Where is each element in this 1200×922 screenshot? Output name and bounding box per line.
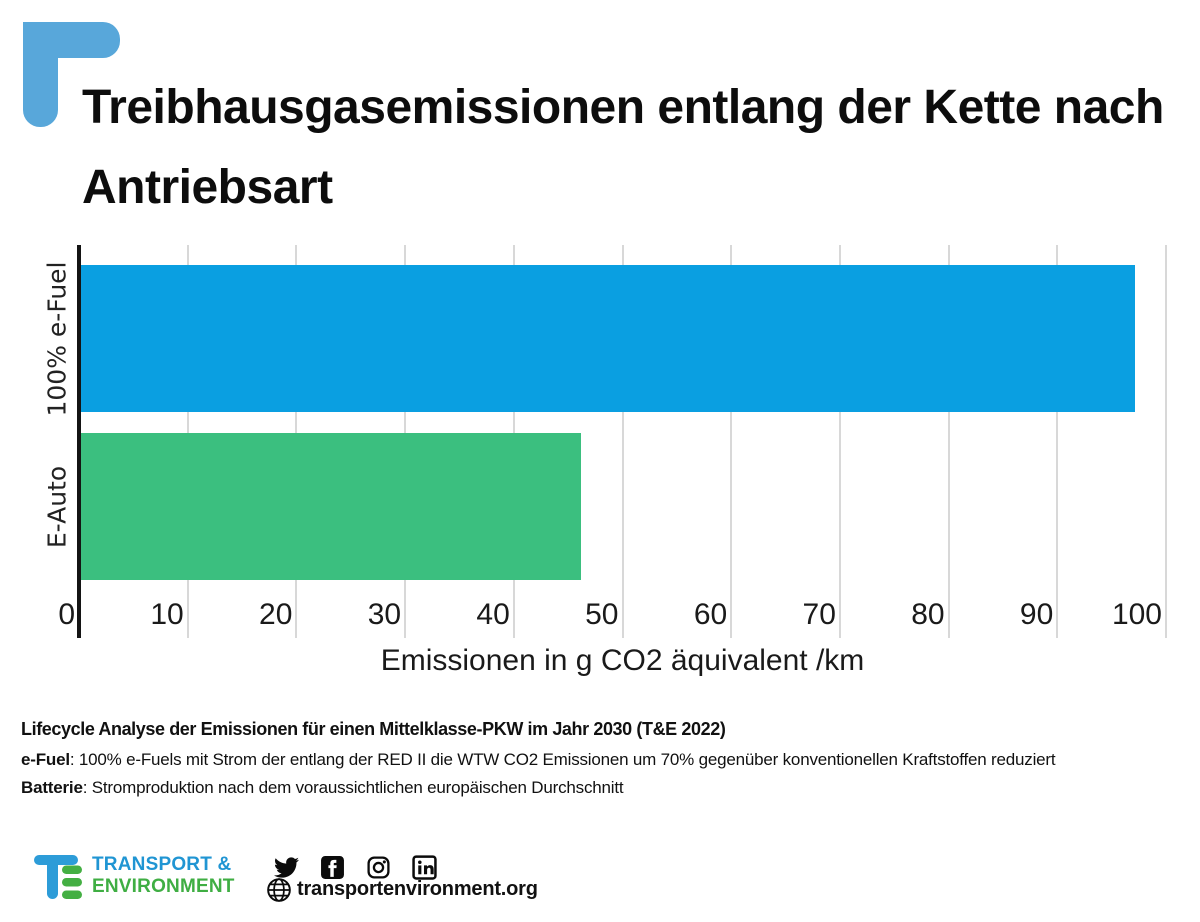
instagram-icon (367, 856, 390, 879)
footnote-batterie-text: : Stromproduktion nach dem voraussichtli… (82, 778, 624, 797)
gridline-x-40 (512, 245, 515, 638)
gridline-x-10 (186, 245, 189, 638)
gridline-x-20 (295, 245, 298, 638)
x-tick-label-30: 30 (367, 598, 402, 631)
twitter-icon (274, 857, 299, 878)
x-axis-title: Emissionen in g CO2 äquivalent /km (380, 644, 865, 677)
facebook-icon (321, 856, 344, 879)
x-tick-label-100: 100 (1111, 598, 1162, 631)
footnote-efuel: e-Fuel: 100% e-Fuels mit Strom der entla… (21, 750, 1056, 770)
logo-text-environment: ENVIRONMENT (92, 876, 235, 897)
x-tick-label-60: 60 (693, 598, 728, 631)
footnote-efuel-label: e-Fuel (21, 750, 70, 769)
y-axis-line (77, 245, 81, 638)
gridline-x-80 (947, 245, 950, 638)
gridline-x-60 (730, 245, 733, 638)
logo-text-transport: TRANSPORT & (92, 854, 232, 875)
gridline-x-50 (621, 245, 624, 638)
corner-accent-shape (23, 22, 120, 127)
x-tick-label-70: 70 (802, 598, 836, 631)
x-tick-label-0: 0 (58, 598, 75, 631)
globe-icon (267, 878, 291, 902)
x-tick-label-90: 90 (1019, 598, 1054, 631)
bar-e-auto (81, 433, 582, 580)
chart-source-note: Lifecycle Analyse der Emissionen für ein… (21, 719, 726, 739)
footnote-batterie: Batterie: Stromproduktion nach dem vorau… (21, 778, 624, 798)
page-title-line2: Antriebsart (82, 161, 333, 214)
footnote-batterie-label: Batterie (21, 778, 83, 797)
gridline-x-90 (1056, 245, 1059, 638)
website-url: transportenvironment.org (297, 878, 538, 900)
x-tick-label-10: 10 (150, 598, 184, 631)
gridline-x-100 (1165, 245, 1167, 638)
transport-environment-logo-icon (34, 855, 82, 899)
x-tick-label-80: 80 (911, 598, 945, 631)
y-category-label-1: E-Auto (42, 465, 72, 548)
footnote-efuel-text: : 100% e-Fuels mit Strom der entlang der… (69, 750, 1056, 769)
x-tick-label-50: 50 (585, 598, 619, 631)
bar-100-e-fuel (81, 265, 1136, 412)
x-tick-label-20: 20 (259, 598, 293, 631)
gridline-x-70 (838, 245, 841, 638)
y-category-label-0: 100% e-Fuel (42, 260, 72, 417)
gridline-x-30 (404, 245, 407, 638)
linkedin-icon (412, 855, 437, 880)
page-title-line1: Treibhausgasemissionen entlang der Kette… (82, 81, 1164, 134)
x-tick-label-40: 40 (476, 598, 510, 631)
